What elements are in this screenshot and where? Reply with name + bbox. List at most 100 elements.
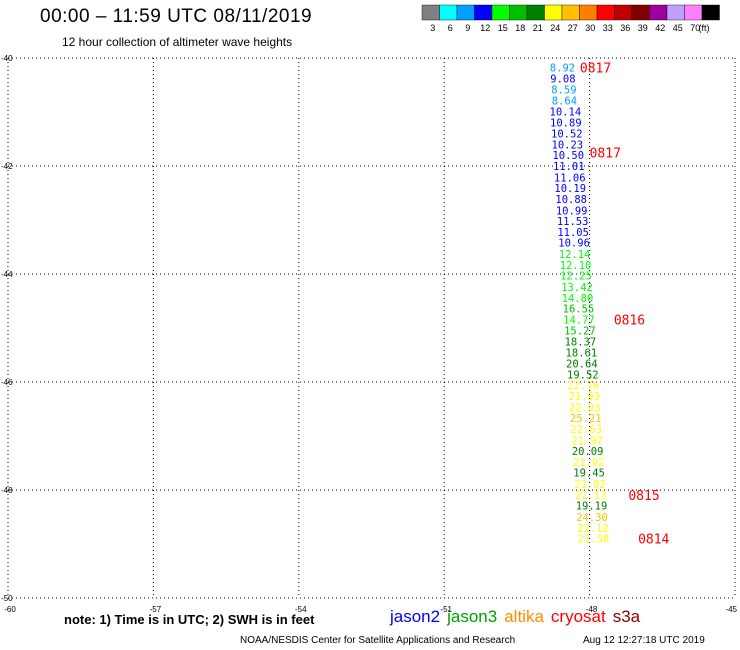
y-tick-label: -44 — [1, 270, 13, 279]
wave-height-label: 20.64 — [566, 359, 598, 371]
legend-swatch-13 — [649, 4, 668, 21]
legend-label: 70 — [690, 23, 700, 33]
mission-jason2: jason2 — [390, 607, 441, 626]
legend-swatch-14 — [666, 4, 685, 21]
wave-height-label: 11.53 — [557, 216, 589, 228]
y-tick-label: -40 — [1, 54, 13, 63]
wave-height-label: 18.61 — [566, 347, 598, 359]
time-label: 0817 — [590, 147, 621, 162]
legend-swatch-6 — [526, 4, 545, 21]
legend-swatch-16 — [701, 4, 720, 21]
legend-label: 45 — [673, 23, 683, 33]
wave-height-label: 11.05 — [557, 227, 589, 239]
wave-height-label: 10.89 — [550, 117, 582, 129]
generated-timestamp: Aug 12 12:27:18 UTC 2019 — [583, 635, 705, 646]
wave-height-label: 14.80 — [562, 293, 594, 305]
wave-height-label: 10.50 — [552, 150, 584, 162]
legend-swatch-11 — [614, 4, 633, 21]
wave-height-label: 18.37 — [565, 337, 597, 349]
wave-height-label: 22.63 — [570, 424, 602, 436]
mission-altika: altika — [504, 607, 544, 626]
legend-swatch-10 — [596, 4, 615, 21]
wave-height-label: 20.09 — [572, 446, 604, 458]
wave-height-label: 19.45 — [573, 468, 605, 480]
wave-height-label: 21.82 — [574, 479, 606, 491]
time-labels: 0817 0817 0816 0815 0814 — [580, 62, 670, 548]
legend-swatch-7 — [544, 4, 563, 21]
wave-height-label: 22.13 — [575, 490, 607, 502]
time-label: 0817 — [580, 62, 611, 77]
mission-s3a: s3a — [612, 607, 641, 626]
y-tick-label: -46 — [1, 378, 13, 387]
wave-height-points: 8.929.088.598.6410.1410.8910.5210.2310.5… — [550, 63, 610, 546]
axis-ticks: -60 -57 -54 -51 -48 -45 -40 -42 -44 -46 -48 -50 — [1, 54, 738, 614]
legend-swatch-1 — [439, 4, 458, 21]
legend-label: 42 — [655, 23, 665, 33]
legend-label: 9 — [465, 23, 470, 33]
footer-note: note: 1) Time is in UTC; 2) SWH is in fe… — [64, 612, 315, 627]
x-tick-label: -54 — [295, 605, 307, 614]
wave-height-label: 10.23 — [552, 139, 584, 151]
x-tick-label: -57 — [150, 605, 162, 614]
legend-label: 21 — [533, 23, 543, 33]
legend-label: 6 — [448, 23, 453, 33]
legend-swatch-0 — [421, 4, 440, 21]
wave-height-label: 24.30 — [576, 512, 608, 524]
legend-label: 36 — [620, 23, 630, 33]
mission-cryosat: cryosat — [550, 607, 606, 626]
legend-label: 3 — [430, 23, 435, 33]
mission-jason3: jason3 — [447, 607, 498, 626]
wave-height-label: 10.19 — [554, 183, 586, 195]
legend-swatch-5 — [509, 4, 528, 21]
time-label: 0815 — [628, 489, 659, 504]
credit-line: NOAA/NESDIS Center for Satellite Applica… — [240, 635, 516, 646]
wave-height-label: 10.52 — [551, 129, 583, 141]
wave-height-label: 14.77 — [563, 314, 595, 326]
wave-height-label: 8.92 — [550, 63, 575, 75]
chart-title: 00:00 – 11:59 UTC 08/11/2019 — [40, 6, 313, 27]
legend-label: 18 — [515, 23, 525, 33]
legend-swatch-2 — [456, 4, 475, 21]
wave-height-label: 21.58 — [578, 534, 610, 546]
legend-label: 33 — [603, 23, 613, 33]
time-label: 0816 — [614, 313, 645, 328]
wave-height-label: 22.12 — [577, 523, 609, 535]
x-tick-label: -48 — [586, 605, 598, 614]
wave-height-label: 15.27 — [564, 326, 596, 338]
wave-height-label: 11.06 — [554, 172, 586, 184]
x-tick-label: -60 — [4, 605, 16, 614]
legend-swatch-8 — [561, 4, 580, 21]
wave-height-label: 10.99 — [556, 205, 588, 217]
legend-label: 39 — [638, 23, 648, 33]
y-tick-label: -48 — [1, 486, 13, 495]
wave-height-label: 21.93 — [568, 391, 600, 403]
wave-height-label: 10.14 — [550, 106, 582, 118]
wave-height-label: 25.21 — [570, 413, 602, 425]
x-tick-label: -51 — [440, 605, 452, 614]
wave-height-label: 22.93 — [569, 402, 601, 414]
legend-label: 27 — [568, 23, 578, 33]
chart-subtitle: 12 hour collection of altimeter wave hei… — [62, 35, 293, 49]
wave-height-label: 12.25 — [560, 271, 592, 283]
legend-swatch-3 — [474, 4, 493, 21]
legend-swatch-4 — [491, 4, 510, 21]
wave-height-label: 19.19 — [576, 501, 608, 513]
wave-height-label: 21.92 — [573, 457, 605, 469]
legend-label: 30 — [585, 23, 595, 33]
legend-swatch-9 — [579, 4, 598, 21]
wave-height-label: 10.96 — [558, 238, 590, 250]
wave-height-label: 19.52 — [567, 369, 599, 381]
mission-legend: jason2 jason3 altika cryosat s3a — [390, 607, 647, 627]
wave-height-label: 9.08 — [550, 74, 575, 86]
wave-height-label: 8.59 — [551, 84, 576, 96]
legend-label: 15 — [498, 23, 508, 33]
wave-height-label: 21.97 — [571, 435, 603, 447]
legend-swatch-15 — [684, 4, 703, 21]
wave-height-label: 22.76 — [567, 380, 599, 392]
wave-height-label: 11.01 — [553, 161, 585, 173]
y-tick-label: -50 — [1, 594, 13, 603]
wave-height-label: 16.55 — [563, 304, 595, 316]
legend-label: 12 — [480, 23, 490, 33]
wave-height-label: 8.64 — [552, 96, 577, 108]
